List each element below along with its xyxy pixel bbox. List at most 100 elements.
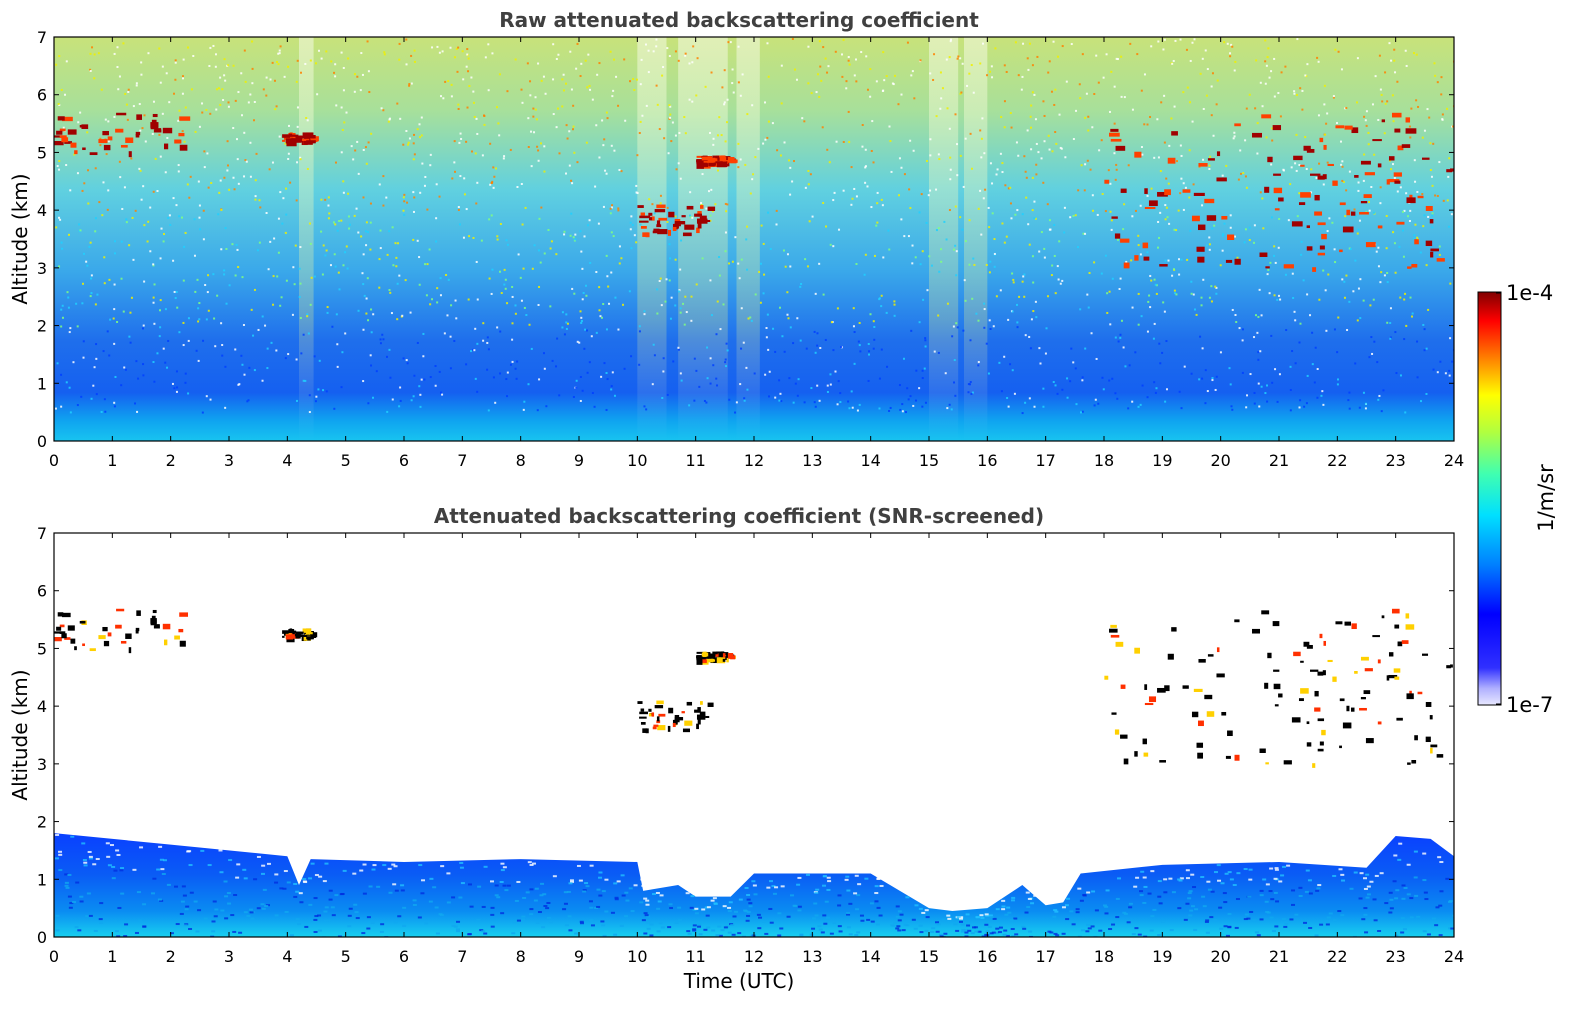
noise-pixel [765, 336, 768, 339]
noise-pixel [1199, 335, 1202, 338]
noise-pixel [1301, 108, 1304, 111]
x-tick-label: 17 [1035, 451, 1055, 470]
boundary-layer-pixel [826, 888, 831, 891]
noise-pixel [412, 142, 415, 145]
boundary-layer-pixel [283, 870, 288, 873]
noise-pixel [565, 313, 568, 316]
noise-pixel [929, 138, 932, 141]
noise-pixel [487, 43, 490, 46]
boundary-layer-pixel [732, 915, 737, 918]
boundary-layer-pixel [158, 845, 163, 848]
noise-pixel [1009, 202, 1012, 205]
cloud-mark [1115, 641, 1124, 647]
noise-pixel [684, 52, 687, 55]
noise-pixel [579, 375, 582, 378]
noise-pixel [1365, 124, 1368, 127]
noise-pixel [1157, 40, 1160, 43]
boundary-layer-pixel [188, 864, 193, 867]
noise-pixel [1084, 116, 1087, 119]
cloud-mark [179, 144, 188, 151]
noise-pixel [1058, 113, 1061, 116]
noise-pixel [786, 253, 789, 256]
noise-pixel [605, 172, 608, 175]
noise-pixel [690, 319, 693, 322]
noise-pixel [778, 399, 781, 402]
noise-pixel [166, 366, 169, 369]
boundary-layer-pixel [911, 918, 916, 921]
noise-pixel [457, 46, 460, 49]
noise-pixel [392, 264, 395, 267]
noise-pixel [1087, 306, 1090, 309]
noise-pixel [593, 405, 596, 408]
noise-pixel [1060, 147, 1063, 150]
boundary-layer-pixel [628, 887, 633, 890]
cloud-mark [1436, 754, 1444, 758]
noise-pixel [970, 64, 973, 67]
noise-pixel [261, 315, 264, 318]
boundary-layer-pixel [1077, 887, 1082, 890]
boundary-layer-pixel [1061, 932, 1066, 935]
cloud-mark [82, 643, 85, 647]
cloud-mark [1143, 752, 1149, 757]
noise-pixel [209, 46, 212, 49]
boundary-layer-pixel [826, 876, 831, 879]
noise-pixel [362, 196, 365, 199]
noise-pixel [1373, 340, 1376, 343]
x-tick-label: 15 [919, 947, 939, 966]
noise-pixel [1295, 133, 1298, 136]
noise-pixel [772, 327, 775, 330]
noise-pixel [591, 98, 594, 101]
boundary-layer-pixel [1123, 912, 1128, 915]
boundary-layer-pixel [250, 917, 255, 920]
noise-pixel [1357, 189, 1360, 192]
boundary-layer-pixel [1190, 905, 1195, 908]
noise-pixel [864, 165, 867, 168]
noise-pixel [1098, 149, 1101, 152]
noise-pixel [1081, 53, 1084, 56]
noise-pixel [1031, 64, 1034, 67]
noise-pixel [1371, 103, 1374, 106]
boundary-layer-pixel [924, 929, 929, 932]
noise-pixel [1289, 183, 1292, 186]
noise-pixel [610, 271, 613, 274]
noise-pixel [142, 363, 145, 366]
noise-pixel [1427, 308, 1430, 311]
noise-pixel [147, 220, 150, 223]
cloud-mark [174, 139, 182, 144]
noise-pixel [1254, 314, 1257, 317]
noise-pixel [1007, 187, 1010, 190]
cloud-mark [56, 130, 63, 135]
noise-pixel [134, 402, 137, 405]
noise-pixel [717, 169, 720, 172]
noise-pixel [529, 94, 532, 97]
noise-pixel [845, 87, 848, 90]
cloud-mark [285, 138, 295, 144]
boundary-layer-pixel [152, 877, 157, 880]
x-tick-label: 19 [1152, 451, 1172, 470]
noise-pixel [343, 121, 346, 124]
noise-pixel [162, 240, 165, 243]
noise-pixel [378, 258, 381, 261]
boundary-layer-pixel [590, 924, 595, 927]
noise-pixel [275, 105, 278, 108]
noise-pixel [638, 330, 641, 333]
boundary-layer-pixel [111, 877, 116, 880]
noise-pixel [825, 225, 828, 228]
boundary-layer-pixel [1171, 891, 1176, 894]
noise-pixel [199, 228, 202, 231]
noise-pixel [381, 333, 384, 336]
boundary-layer-pixel [892, 921, 897, 924]
noise-pixel [645, 104, 648, 107]
cloud-mark [154, 624, 160, 627]
noise-pixel [605, 111, 608, 114]
noise-pixel [1290, 166, 1293, 169]
noise-pixel [1248, 239, 1251, 242]
cloud-mark [153, 129, 162, 133]
cloud-mark [152, 113, 158, 118]
boundary-layer-pixel [58, 853, 63, 856]
noise-pixel [1208, 296, 1211, 299]
noise-pixel [1259, 191, 1262, 194]
noise-pixel [1318, 162, 1321, 165]
noise-pixel [668, 243, 671, 246]
noise-pixel [364, 230, 367, 233]
